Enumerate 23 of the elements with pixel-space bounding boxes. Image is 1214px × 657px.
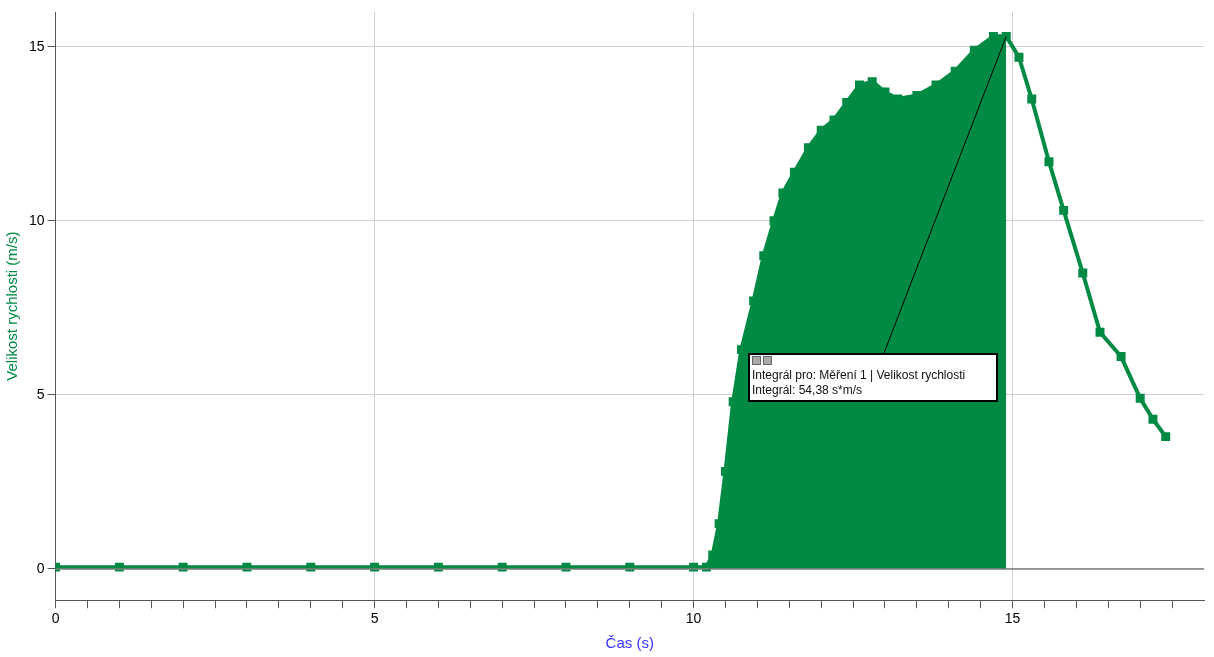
- point: [1059, 205, 1069, 215]
- y-tick-label: 15: [28, 37, 45, 54]
- point: [1135, 393, 1145, 403]
- point: [1095, 327, 1105, 337]
- y-tick-label: 5: [36, 385, 45, 402]
- y-tick-label: 10: [28, 211, 45, 228]
- annotation: Integrál: 54,38 s*m/s: [752, 383, 864, 398]
- y-tick-label: 0: [36, 559, 45, 576]
- x-axis-title: Čas (s): [605, 634, 654, 652]
- point: [1148, 414, 1158, 424]
- x-tick-label: 15: [1004, 610, 1021, 627]
- point: [1161, 432, 1171, 442]
- point: [1014, 52, 1024, 62]
- x-tick-label: 10: [685, 610, 702, 627]
- y-axis-title: Velikost rychlosti (m/s): [3, 231, 21, 381]
- annotation: Integrál pro: Měření 1 | Velikost rychlosti: [752, 368, 967, 383]
- point: [816, 125, 826, 135]
- x-tick-label: 0: [51, 610, 60, 627]
- point: [1116, 352, 1126, 362]
- point: [1078, 268, 1088, 278]
- point: [1044, 157, 1054, 167]
- point: [1027, 94, 1037, 104]
- x-tick-label: 5: [370, 610, 379, 627]
